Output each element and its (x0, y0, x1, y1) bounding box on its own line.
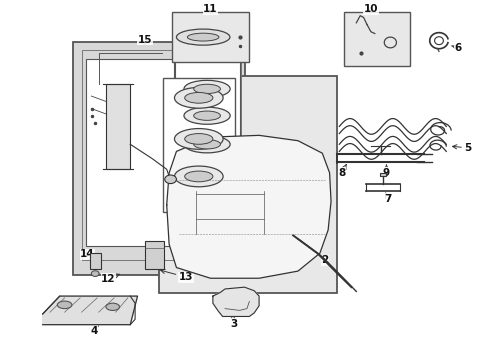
Bar (106, 84, 130, 169)
Ellipse shape (187, 33, 219, 41)
Polygon shape (212, 287, 259, 316)
Ellipse shape (184, 134, 212, 144)
Ellipse shape (183, 80, 230, 98)
Text: 15: 15 (137, 35, 152, 45)
Polygon shape (166, 135, 330, 278)
Text: 11: 11 (203, 4, 217, 14)
Text: 4: 4 (90, 322, 98, 336)
Bar (175, 59, 239, 219)
Ellipse shape (183, 107, 230, 124)
Ellipse shape (193, 111, 220, 120)
Text: 14: 14 (80, 249, 95, 259)
Text: 12: 12 (101, 274, 119, 284)
Ellipse shape (183, 136, 230, 153)
Text: 10: 10 (363, 4, 377, 14)
Bar (163, 78, 234, 212)
Bar (344, 12, 409, 66)
Ellipse shape (176, 29, 229, 45)
Bar (81, 50, 240, 260)
Ellipse shape (193, 140, 220, 149)
Text: 2: 2 (315, 251, 327, 265)
Text: 5: 5 (451, 143, 471, 153)
Circle shape (164, 175, 176, 184)
Text: 7: 7 (384, 193, 391, 203)
Bar (73, 42, 245, 275)
Ellipse shape (193, 84, 220, 94)
Circle shape (91, 271, 99, 276)
Text: 8: 8 (337, 165, 346, 178)
Ellipse shape (184, 93, 212, 103)
Ellipse shape (184, 171, 212, 182)
Ellipse shape (57, 301, 72, 309)
Ellipse shape (174, 87, 223, 108)
Ellipse shape (174, 166, 223, 187)
Bar (171, 12, 249, 62)
Bar (90, 253, 101, 269)
Polygon shape (42, 296, 137, 325)
Text: 3: 3 (230, 315, 237, 329)
Bar (379, 173, 386, 176)
Bar (144, 241, 164, 269)
Text: 1: 1 (240, 292, 250, 305)
Ellipse shape (106, 303, 119, 310)
Ellipse shape (174, 129, 223, 149)
Text: 9: 9 (382, 165, 389, 178)
Text: 13: 13 (161, 269, 193, 282)
Bar (159, 76, 336, 293)
Bar (86, 59, 174, 246)
Text: 6: 6 (451, 43, 461, 53)
Text: 16: 16 (232, 205, 246, 218)
